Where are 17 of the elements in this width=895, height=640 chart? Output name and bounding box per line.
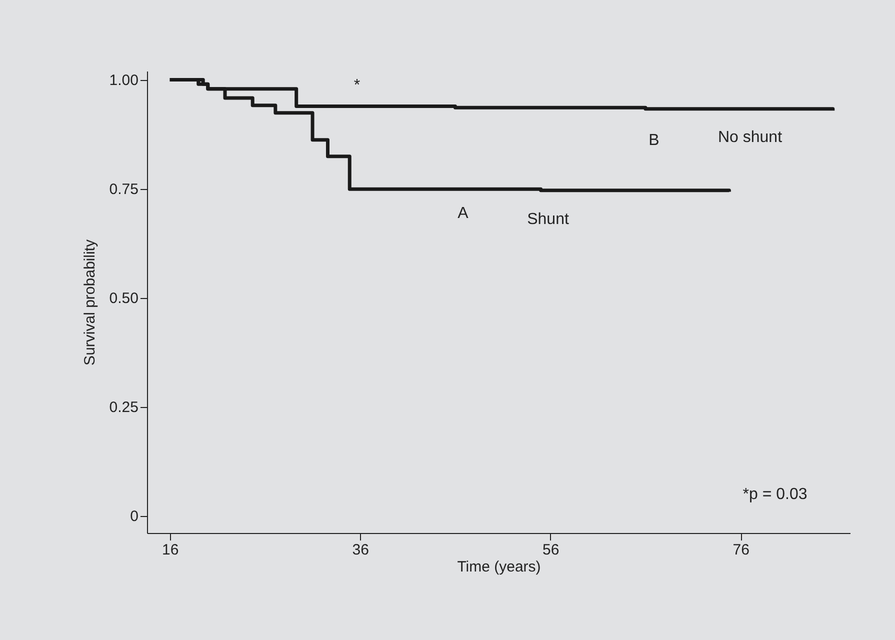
- y-tick-label: 1.00: [109, 72, 138, 90]
- annotation: *: [354, 77, 360, 94]
- y-tick-label: 0: [130, 508, 138, 526]
- x-tick-label: 36: [352, 542, 369, 558]
- x-tick-label: 16: [162, 542, 179, 558]
- annotation: B: [648, 132, 660, 149]
- y-tick-label: 0.25: [109, 399, 138, 416]
- y-axis-title: Survival probability: [81, 239, 98, 366]
- annotation: Shunt: [527, 211, 570, 228]
- annotation: No shunt: [718, 129, 783, 146]
- annotation: *p = 0.03: [742, 486, 808, 503]
- x-tick-label: 56: [542, 542, 560, 558]
- x-axis-title: Time (years): [457, 558, 541, 576]
- annotation: A: [458, 205, 469, 222]
- x-tick-label: 76: [732, 542, 750, 558]
- y-tick-label: 0.75: [109, 181, 138, 198]
- y-tick-label: 0.50: [109, 290, 138, 308]
